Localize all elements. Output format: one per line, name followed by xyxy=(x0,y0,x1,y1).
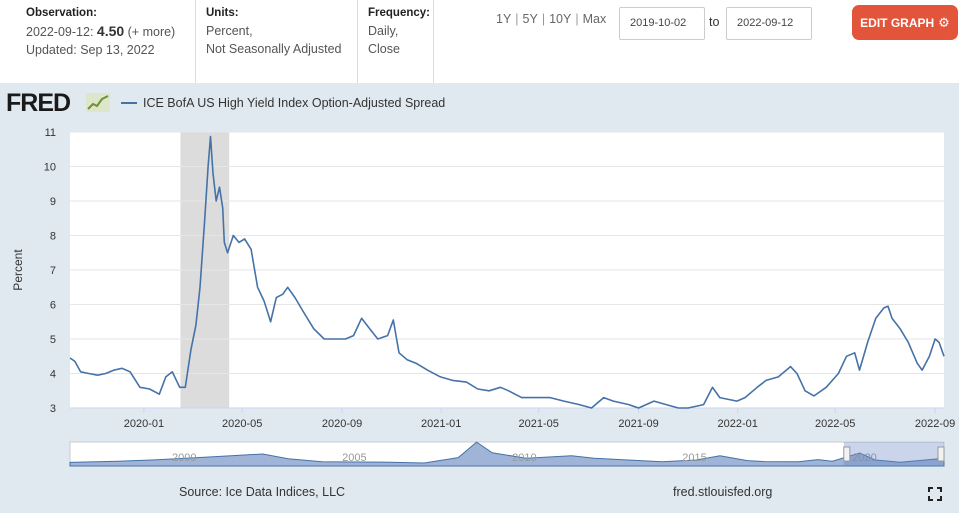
y-tick-label: 9 xyxy=(50,196,56,208)
x-tick-label: 2020-05 xyxy=(222,418,262,430)
units-label: Units: xyxy=(206,7,239,19)
range-selector: 1Y | 5Y | 10Y | Max xyxy=(496,12,606,26)
observation-value: 4.50 xyxy=(96,23,125,39)
updated-date: Updated: Sep 13, 2022 xyxy=(26,43,155,57)
units-value: Percent, xyxy=(206,24,253,38)
y-axis-label: Percent xyxy=(11,249,25,291)
y-tick-label: 8 xyxy=(50,231,56,243)
x-tick-label: 2022-01 xyxy=(717,418,757,430)
end-date-input[interactable]: 2022-09-12 xyxy=(726,7,812,40)
navigator-series xyxy=(69,441,945,467)
frequency-value: Daily, xyxy=(368,24,399,38)
observation-more-link[interactable]: (+ more) xyxy=(127,25,176,39)
to-label: to xyxy=(709,15,720,29)
y-tick-label: 10 xyxy=(44,162,56,174)
x-tick-label: 2021-01 xyxy=(421,418,461,430)
range-10y[interactable]: 10Y xyxy=(549,12,572,26)
y-tick-label: 5 xyxy=(50,334,56,346)
range-separator: | xyxy=(575,12,579,26)
observation-label: Observation: xyxy=(26,7,97,19)
range-separator: | xyxy=(515,12,519,26)
divider xyxy=(433,0,434,83)
legend-swatch xyxy=(121,102,137,104)
units-block: Units: Percent, Not Seasonally Adjusted xyxy=(206,4,356,58)
frequency-label: Frequency: xyxy=(368,7,430,19)
navigator-label: 2015 xyxy=(682,452,706,464)
navigator-label: 2000 xyxy=(172,452,196,464)
logo-chart-icon xyxy=(86,93,110,112)
observation-date: 2022-09-12: xyxy=(26,25,94,39)
range-separator: | xyxy=(541,12,546,26)
chart: 3 4 5 6 7 8 9 10 11 2020-01 2020-05 2020-09 2021-01… xyxy=(11,127,955,467)
navigator-label: 2005 xyxy=(342,452,366,464)
y-tick-label: 11 xyxy=(45,127,56,139)
x-tick-label: 2022-09 xyxy=(915,418,955,430)
divider xyxy=(195,0,196,83)
navigator-label: 2010 xyxy=(512,452,536,464)
frequency-block: Frequency: Daily, Close xyxy=(368,4,438,58)
x-tick-label: 2021-05 xyxy=(518,418,558,430)
navigator-label: 2020 xyxy=(852,452,876,464)
source-url[interactable]: fred.stlouisfed.org xyxy=(673,485,773,499)
x-tick-label: 2020-01 xyxy=(124,418,164,430)
source-text: Source: Ice Data Indices, LLC xyxy=(179,485,346,499)
frequency-value-2: Close xyxy=(368,42,400,56)
series-line xyxy=(69,135,945,409)
divider xyxy=(357,0,358,83)
navigator-selection xyxy=(843,442,944,466)
range-1y[interactable]: 1Y xyxy=(496,12,512,26)
gear-icon: ⚙ xyxy=(938,14,950,30)
start-date-input[interactable]: 2019-10-02 xyxy=(619,7,705,40)
units-value-2: Not Seasonally Adjusted xyxy=(206,42,342,56)
observation-block: Observation: 2022-09-12: 4.50 (+ more) U… xyxy=(26,4,191,59)
navigator[interactable]: 2000 2005 2010 2015 2020 xyxy=(69,441,945,467)
info-bar: Observation: 2022-09-12: 4.50 (+ more) U… xyxy=(0,0,959,83)
edit-graph-button[interactable]: EDIT GRAPH ⚙ xyxy=(852,5,958,40)
y-tick-label: 7 xyxy=(50,265,56,277)
fullscreen-icon[interactable] xyxy=(928,487,942,501)
navigator-handle xyxy=(937,446,945,462)
y-tick-label: 4 xyxy=(50,369,56,381)
legend-series-name: ICE BofA US High Yield Index Option-Adju… xyxy=(143,96,446,110)
fred-logo[interactable]: FRED xyxy=(6,89,71,117)
y-tick-label: 3 xyxy=(50,403,56,415)
chart-legend: ICE BofA US High Yield Index Option-Adju… xyxy=(121,96,445,110)
x-tick-label: 2022-05 xyxy=(815,418,855,430)
x-tick-label: 2021-09 xyxy=(618,418,658,430)
navigator-handle xyxy=(843,446,851,462)
range-5y[interactable]: 5Y xyxy=(522,12,538,26)
edit-graph-label: EDIT GRAPH xyxy=(860,15,935,30)
range-max[interactable]: Max xyxy=(582,12,607,26)
x-tick-label: 2020-09 xyxy=(322,418,362,430)
y-tick-label: 6 xyxy=(50,300,56,312)
